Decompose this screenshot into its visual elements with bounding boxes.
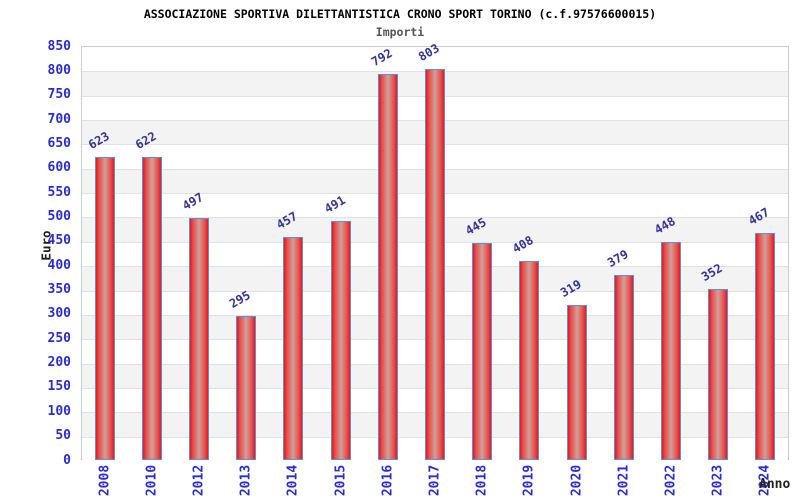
y-tick-label: 650 (47, 135, 71, 151)
background-band (82, 241, 788, 267)
y-tick-label: 200 (47, 355, 71, 371)
gridline (82, 193, 788, 195)
gridline (82, 314, 788, 316)
y-tick-label: 350 (47, 282, 71, 298)
background-band (82, 95, 788, 121)
y-tick-label: 0 (63, 452, 71, 468)
y-tick-label: 700 (47, 111, 71, 127)
gridline (82, 241, 788, 243)
x-tick-label: 2008 (97, 464, 113, 497)
background-band (82, 217, 788, 242)
background-band (82, 71, 788, 96)
background-band (82, 412, 788, 437)
x-tick-label: 2015 (333, 464, 349, 497)
gridline (82, 144, 788, 146)
x-tick-label: 2023 (710, 464, 726, 497)
gridline (82, 71, 788, 73)
x-tick-label: 2010 (144, 464, 160, 497)
y-tick-label: 400 (47, 257, 71, 273)
plot-area (81, 46, 789, 461)
gridline (82, 168, 788, 170)
gridline (82, 290, 788, 292)
gridline (82, 363, 788, 365)
gridline (82, 120, 788, 122)
y-tick-label: 50 (55, 428, 71, 444)
gridline (82, 387, 788, 389)
background-band (82, 339, 788, 364)
x-axis-title: Anno (759, 477, 791, 492)
y-tick-label: 500 (47, 208, 71, 224)
x-tick-label: 2021 (616, 464, 632, 497)
x-tick-label: 2013 (238, 464, 254, 497)
y-tick-label: 800 (47, 62, 71, 78)
y-tick-label: 850 (47, 38, 71, 54)
background-band (82, 363, 788, 388)
x-tick-label: 2012 (191, 464, 207, 497)
x-tick-label: 2020 (569, 464, 585, 497)
background-band (82, 387, 788, 413)
gridline (82, 412, 788, 414)
background-band (82, 47, 788, 72)
background-band (82, 144, 788, 169)
x-tick-label: 2016 (380, 464, 396, 497)
gridline (82, 217, 788, 219)
gridline (82, 339, 788, 341)
gridline (82, 436, 788, 438)
gridline (82, 266, 788, 268)
chart-subtitle: Importi (375, 25, 425, 39)
x-tick-label: 2014 (285, 464, 301, 497)
chart-title: ASSOCIAZIONE SPORTIVA DILETTANTISTICA CR… (143, 7, 657, 21)
y-axis-title: Euro (38, 230, 54, 261)
background-band (82, 290, 788, 315)
y-tick-label: 100 (47, 403, 71, 419)
y-tick-label: 300 (47, 306, 71, 322)
x-tick-label: 2019 (521, 464, 537, 497)
y-tick-label: 550 (47, 184, 71, 200)
y-tick-label: 250 (47, 330, 71, 346)
background-band (82, 193, 788, 218)
x-tick-label: 2017 (427, 464, 443, 497)
x-tick-label: 2022 (663, 464, 679, 497)
y-tick-label: 600 (47, 160, 71, 176)
background-band (82, 436, 788, 461)
background-band (82, 266, 788, 291)
background-band (82, 120, 788, 145)
y-tick-label: 450 (47, 233, 71, 249)
gridline (82, 95, 788, 97)
y-tick-label: 750 (47, 87, 71, 103)
y-tick-label: 150 (47, 379, 71, 395)
background-band (82, 314, 788, 340)
x-tick-label: 2018 (474, 464, 490, 497)
background-band (82, 168, 788, 194)
